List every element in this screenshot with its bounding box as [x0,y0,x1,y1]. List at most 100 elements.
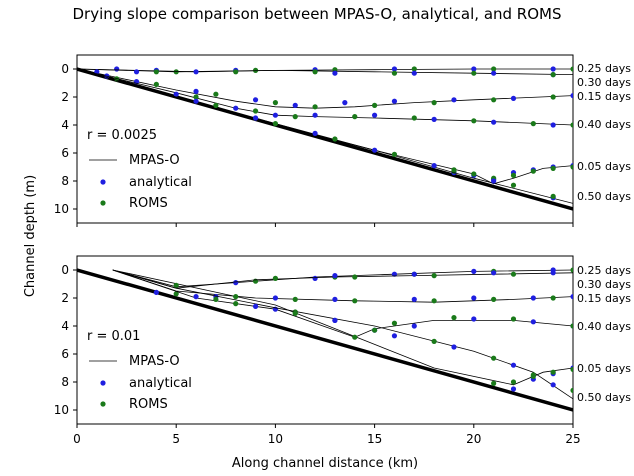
roms-point [213,296,219,302]
legend-analytical-swatch [100,179,106,185]
analytical-point [193,88,199,94]
x-tick-label: 15 [367,432,382,446]
analytical-point [491,178,497,184]
analytical-point [550,66,556,72]
y-tick-label: 6 [61,146,69,160]
y-tick-label: 10 [54,202,69,216]
figure-title: Drying slope comparison between MPAS-O, … [72,5,561,23]
roms-point [431,338,437,344]
analytical-point [312,112,318,118]
roms-point [312,104,318,110]
roms-point [491,296,497,302]
roms-point [272,121,278,127]
y-tick-label: 4 [61,118,69,132]
roms-point [471,118,477,124]
analytical-point [372,147,378,153]
series-annotation: 0.40 days [577,118,631,131]
mpas-line-0-05-days [112,269,573,386]
roms-point [570,66,573,72]
roms-point [451,167,457,173]
analytical-point [312,130,318,136]
x-tick-label: 5 [172,432,180,446]
analytical-point [372,112,378,118]
roms-point [391,151,398,157]
analytical-point [411,296,417,302]
analytical-point [471,295,477,301]
analytical-point [570,93,573,99]
roms-point [570,387,573,393]
analytical-point [491,119,497,125]
analytical-point [471,66,477,72]
roms-point [550,193,556,199]
analytical-point [451,344,457,350]
analytical-point [391,66,398,72]
mpas-line-0-25-days [112,269,573,288]
roms-point [153,69,159,75]
y-tick-label: 10 [54,403,69,417]
roms-point [570,366,573,372]
analytical-point [233,280,239,286]
roms-point [332,136,338,142]
roms-point [550,165,556,171]
x-tick-label: 10 [268,432,283,446]
roms-point [173,291,179,297]
roms-point [510,182,517,188]
roms-point [292,296,298,302]
roms-point [491,380,497,386]
roms-point [570,267,573,273]
roms-point [550,295,556,301]
y-tick-label: 8 [61,375,69,389]
roms-point [451,315,457,321]
analytical-point [133,69,140,75]
analytical-point [431,116,437,122]
analytical-point [332,296,338,302]
roms-point [510,271,517,277]
roms-point [352,274,358,280]
series-annotation: 0.30 days [577,278,631,291]
analytical-point [530,319,536,325]
analytical-point [252,97,259,103]
analytical-point [153,289,159,295]
bottom-panel: 0 2 4 6 8 10 0 5 10 15 20 25 0.05 days 0.15 days 0.25 … [54,255,631,446]
roms-point [431,100,437,106]
plot-area [77,267,573,412]
analytical-point [173,91,179,97]
legend-roms-label: ROMS [129,397,168,412]
x-tick-label: 20 [466,432,481,446]
series-annotation: 0.30 days [577,76,631,89]
analytical-point [332,273,338,279]
roms-point [391,70,398,76]
roms-point [550,94,556,100]
mpas-line-0-50-days [77,68,573,204]
roms-point [510,172,517,178]
analytical-point [510,95,517,101]
y-tick-label: 6 [61,347,69,361]
series-annotation: 0.40 days [577,320,631,333]
roms-point [550,72,556,78]
roms-point [352,334,358,340]
roms-point [491,66,497,72]
roms-point [570,323,573,329]
roms-point [550,369,556,375]
series-annotation: 0.25 days [577,264,631,277]
analytical-point [570,294,573,300]
analytical-point [550,270,556,276]
analytical-point [431,163,437,169]
roms-point [352,298,358,304]
analytical-point [510,386,517,392]
analytical-point [332,317,338,323]
y-tick-label: 0 [61,62,69,76]
roms-point [153,81,159,87]
axes-frame [76,54,574,224]
analytical-point [193,69,199,75]
series-annotation: 0.50 days [577,391,631,404]
analytical-point [411,323,417,329]
analytical-point [252,303,259,309]
y-tick-label: 2 [61,291,69,305]
mpas-line-0-30-days [112,269,573,289]
roms-point [471,171,477,177]
mpas-line-0-40-days [77,68,573,126]
roms-point [233,294,239,300]
legend-roms-swatch [100,200,106,206]
